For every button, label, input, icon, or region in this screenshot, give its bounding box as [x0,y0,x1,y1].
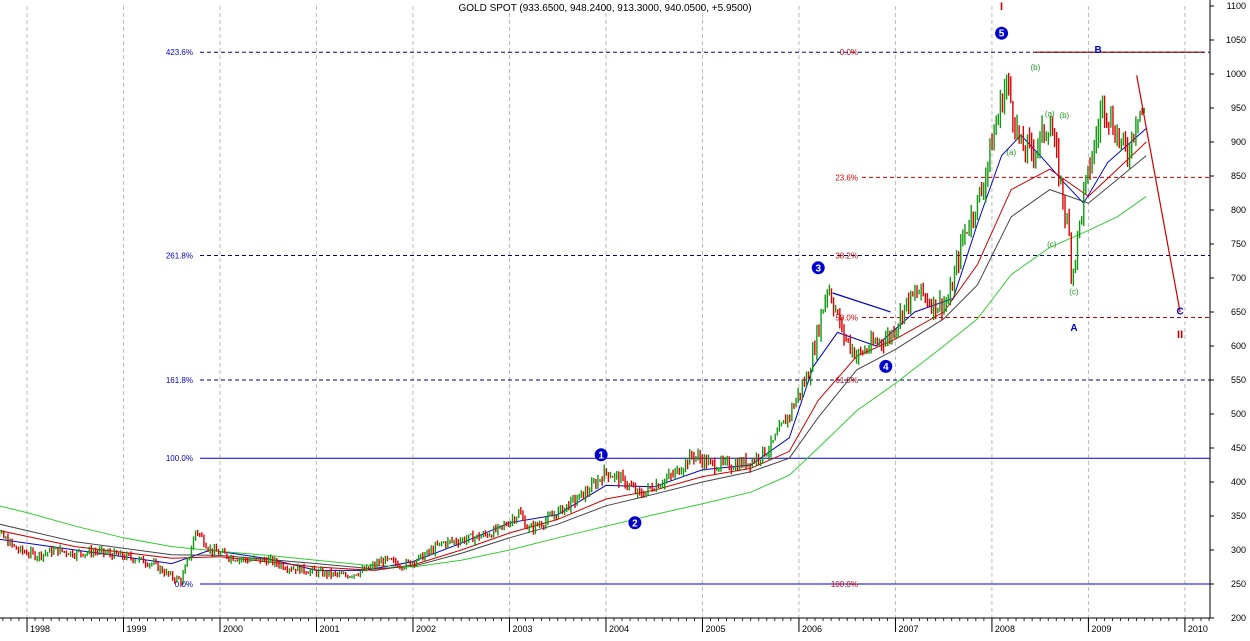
wave-label-circled: 4 [883,362,889,373]
price-bars-layer [0,72,1145,587]
x-year-label: 2005 [705,624,725,634]
y-tick-label: 350 [1231,511,1246,521]
fib-retracement-label: 23.6% [835,173,858,182]
fib-retracement-label: 38.2% [835,252,858,261]
x-year-label: 1999 [127,624,147,634]
y-tick-label: 650 [1231,307,1246,317]
y-tick-label: 450 [1231,443,1246,453]
fib-extension-label: 0.0% [175,580,193,589]
fib-levels-layer: 423.6%261.8%161.8%100.0%0.0%0.0%23.6%38.… [166,48,1210,589]
wave-label-green: (c) [1069,288,1079,297]
wave-label-green: (a) [1006,148,1016,157]
x-year-label: 2008 [995,624,1015,634]
wave-label-circled: 2 [632,518,638,529]
wave-label-blue: A [1070,323,1077,334]
fib-extension-label: 161.8% [166,376,193,385]
x-year-label: 2002 [416,624,436,634]
grid-layer [26,6,1186,618]
x-year-label: 1998 [30,624,50,634]
moving-average-line [0,141,1147,571]
y-tick-label: 1000 [1226,69,1246,79]
x-year-label: 2007 [898,624,918,634]
moving-averages-layer [0,128,1147,571]
y-tick-label: 750 [1231,239,1246,249]
wave-label-green: (c) [1047,240,1057,249]
y-tick-label: 700 [1231,273,1246,283]
wave-label-green: (b) [1030,63,1040,72]
moving-average-line [0,128,1147,571]
x-year-label: 2003 [512,624,532,634]
fib-retracement-label: 50.0% [835,313,858,322]
wave-label-circled: 5 [999,29,1005,40]
x-year-label: 2009 [1091,624,1111,634]
fib-extension-label: 100.0% [166,454,193,463]
x-year-label: 2004 [609,624,629,634]
moving-average-line [0,155,1147,570]
fib-extension-label: 423.6% [166,48,193,57]
y-tick-label: 900 [1231,137,1246,147]
fib-retracement-label: 100.0% [831,580,858,589]
wave-label-red: II [1177,329,1183,341]
chart-title: GOLD SPOT (933.6500, 948.2400, 913.3000,… [458,3,751,14]
x-year-label: 2006 [802,624,822,634]
wave-label-circled: 3 [815,263,821,274]
wave-label-green: (b) [1059,111,1069,120]
annotation-line [1136,75,1181,313]
y-tick-label: 800 [1231,205,1246,215]
annotation-line [832,292,891,313]
y-tick-label: 950 [1231,103,1246,113]
x-year-label: 2000 [223,624,243,634]
y-tick-label: 1100 [1227,1,1246,11]
x-year-label: 2010 [1188,624,1208,634]
wave-circle-marker [879,359,893,373]
y-tick-label: 1050 [1226,35,1246,45]
wave-circle-marker [628,516,642,530]
wave-label-blue: C [1176,307,1183,318]
wave-label-blue: B [1094,45,1101,56]
y-tick-label: 300 [1231,545,1246,555]
y-tick-label: 400 [1231,477,1246,487]
fib-retracement-label: 61.8% [835,376,858,385]
wave-circle-marker [811,261,825,275]
wave-label-circled: 1 [598,450,604,461]
y-tick-label: 550 [1231,375,1246,385]
wave-label-red: I [1000,1,1003,13]
wave-circle-marker [995,26,1009,40]
fib-retracement-label: 0.0% [840,48,858,57]
y-tick-label: 600 [1231,341,1246,351]
wave-label-green: (a) [1045,109,1055,118]
y-tick-label: 200 [1231,613,1246,623]
y-tick-label: 500 [1231,409,1246,419]
y-tick-label: 250 [1231,579,1246,589]
fib-extension-label: 261.8% [166,252,193,261]
wave-circle-marker [594,448,608,462]
y-tick-label: 850 [1231,171,1246,181]
x-year-label: 2001 [319,624,339,634]
